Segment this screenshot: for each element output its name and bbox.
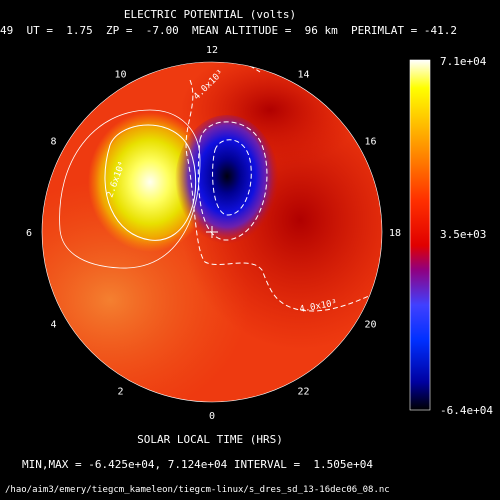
local-time-ticks: 12 14 16 18 20 22 0 2 4 6 8 10 bbox=[26, 45, 401, 422]
min-max-summary: MIN,MAX = -6.425e+04, 7.124e+04 INTERVAL… bbox=[22, 458, 373, 471]
polar-boundary bbox=[41, 61, 383, 403]
plot-title: ELECTRIC POTENTIAL (volts) bbox=[123, 8, 297, 21]
local-time-tick-label: 22 bbox=[297, 387, 309, 398]
colorbar-max-label: 7.1e+04 bbox=[440, 55, 487, 68]
contour-line-positive bbox=[104, 124, 197, 241]
local-time-tick-label: 10 bbox=[114, 70, 126, 81]
colorbar bbox=[409, 59, 431, 411]
file-path: /hao/aim3/emery/tiegcm_kameleon/tiegcm-l… bbox=[5, 485, 390, 495]
contour-line-negative bbox=[197, 121, 268, 241]
contour-line-negative bbox=[185, 79, 382, 312]
potential-minimum bbox=[175, 115, 279, 251]
colorbar-min-label: -6.4e+04 bbox=[440, 404, 493, 417]
local-time-tick-label: 20 bbox=[364, 320, 376, 331]
colorbar-mid-label: 3.5e+03 bbox=[440, 228, 487, 241]
potential-field bbox=[42, 62, 382, 402]
local-time-tick-label: 14 bbox=[297, 70, 309, 81]
run-parameters: 49 UT = 1.75 ZP = -7.00 MEAN ALTITUDE = … bbox=[0, 24, 457, 37]
local-time-tick-label: 8 bbox=[50, 137, 56, 148]
local-time-tick-label: 4 bbox=[50, 320, 56, 331]
x-axis-label: SOLAR LOCAL TIME (HRS) bbox=[137, 433, 283, 446]
local-time-tick-label: 6 bbox=[26, 228, 32, 239]
local-time-tick-label: 2 bbox=[117, 387, 123, 398]
contour-line-negative bbox=[212, 139, 252, 216]
local-time-tick-label: 16 bbox=[364, 137, 376, 148]
local-time-tick-label: 12 bbox=[206, 45, 218, 56]
potential-maximum bbox=[88, 112, 212, 252]
local-time-tick-label: 18 bbox=[389, 228, 401, 239]
contour-line-positive bbox=[59, 109, 201, 269]
local-time-tick-label: 0 bbox=[209, 411, 215, 422]
pole-marker bbox=[206, 226, 218, 238]
